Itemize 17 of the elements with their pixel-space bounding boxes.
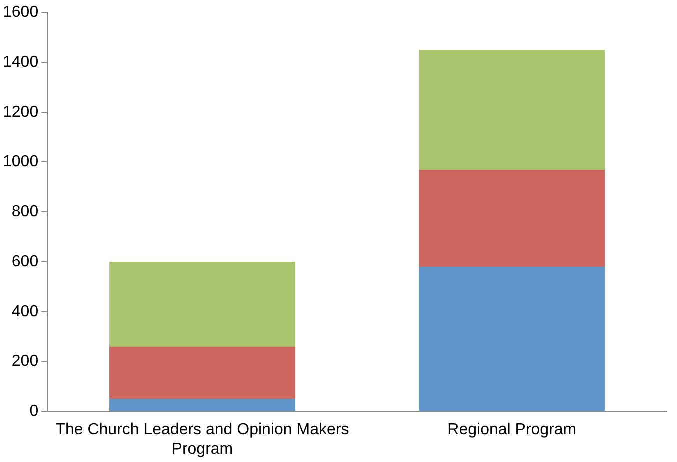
x-tick-label: Regional Program [448, 422, 577, 439]
y-tick-label: 800 [12, 204, 39, 221]
y-tick-label: 400 [12, 303, 39, 320]
y-tick-label: 200 [12, 353, 39, 370]
y-tick-label: 0 [30, 403, 39, 420]
bar [110, 262, 296, 347]
y-tick-label: 1600 [3, 4, 39, 22]
bar [110, 346, 296, 400]
x-tick-label: The Church Leaders and Opinion Makers Program [56, 422, 350, 458]
bar [419, 50, 606, 170]
y-tick-label: 600 [12, 253, 39, 270]
bar [419, 170, 606, 267]
bar [110, 399, 296, 412]
y-tick-label: 1000 [3, 154, 39, 171]
y-tick-label: 1200 [3, 104, 39, 121]
y-tick-label: 1400 [3, 54, 39, 71]
bar [419, 266, 606, 412]
